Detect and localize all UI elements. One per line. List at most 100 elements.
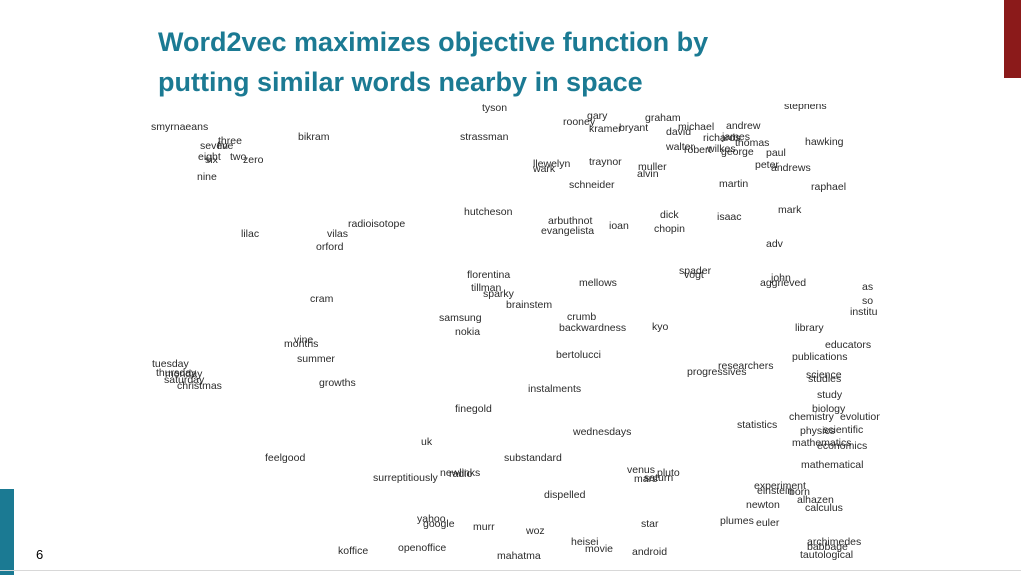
word-label: progressives <box>687 366 747 378</box>
word-label: robert <box>684 144 712 156</box>
word-label: einstein <box>757 485 794 497</box>
word-label: mars <box>634 473 658 485</box>
word-label: studies <box>808 373 842 385</box>
word-label: ioan <box>609 220 629 232</box>
word-label: finegold <box>455 403 492 415</box>
word-label: chopin <box>654 223 685 235</box>
word-embedding-scatter: tyson rooney gary kramer bryant graham m… <box>140 104 880 560</box>
word-label: aggrieved <box>760 277 807 289</box>
word-label: substandard <box>504 452 562 464</box>
word-label: so <box>862 295 874 307</box>
accent-bar-top-right <box>1004 0 1021 78</box>
accent-bar-bottom-left <box>0 489 14 575</box>
word-label: strassman <box>460 131 509 143</box>
word-label: google <box>423 518 455 530</box>
word-label: orford <box>316 241 344 253</box>
word-label: nokia <box>455 326 481 338</box>
word-label: surreptitiously <box>373 472 438 484</box>
word-label: growths <box>319 377 356 389</box>
word-label: muller <box>638 161 667 173</box>
word-label: woz <box>526 525 545 537</box>
word-label: uk <box>421 436 433 448</box>
word-label: euler <box>756 517 780 529</box>
word-label: pluto <box>657 467 680 479</box>
word-label: mathematical <box>801 459 864 471</box>
word-label: radioisotope <box>348 218 406 230</box>
word-label: andrews <box>771 162 811 174</box>
word-label: movie <box>585 543 614 555</box>
word-label: isaac <box>717 211 742 223</box>
word-label: traynor <box>589 156 622 168</box>
word-label: newton <box>746 499 780 511</box>
word-label: vilas <box>327 228 349 240</box>
word-label: plumes <box>720 515 754 527</box>
word-label: backwardness <box>559 322 627 334</box>
word-label: spader <box>679 265 712 277</box>
word-label: three <box>218 135 242 147</box>
word-label: llewelyn <box>533 158 571 170</box>
word-label: adv <box>766 238 783 250</box>
word-label: cram <box>310 293 334 305</box>
word-label: saturday <box>164 374 205 386</box>
word-label: schneider <box>569 179 615 191</box>
word-label: thomas <box>735 137 770 149</box>
word-label: hutcheson <box>464 206 513 218</box>
word-label: tuesday <box>152 358 189 370</box>
word-label: openoffice <box>398 542 447 554</box>
word-label: scientific <box>823 424 864 436</box>
word-label: alhazen <box>797 494 834 506</box>
word-label: publications <box>792 351 848 363</box>
word-label: library <box>795 322 824 334</box>
word-label: zero <box>243 154 264 166</box>
word-label: murr <box>473 521 495 533</box>
word-label: raphael <box>811 181 847 193</box>
word-label: wark <box>533 163 556 175</box>
word-label: vogt <box>684 269 704 281</box>
word-label: stephens <box>784 104 827 112</box>
word-label: martin <box>719 178 749 190</box>
footer-divider <box>0 570 1021 571</box>
word-label: evangelista <box>541 225 595 237</box>
word-label: andrew <box>726 120 761 132</box>
word-label: bikram <box>298 131 330 143</box>
word-label: study <box>817 389 843 401</box>
word-label: michael <box>678 121 715 133</box>
word-label: newlinks <box>440 467 481 479</box>
word-label: arbuthnot <box>548 215 593 227</box>
word-label: heisei <box>571 536 599 548</box>
word-label: peter <box>755 159 779 171</box>
word-label: kramer <box>589 123 622 135</box>
word-label: thursday <box>156 367 197 379</box>
word-label: john <box>771 272 791 284</box>
word-label: two <box>230 151 247 163</box>
word-label: tyson <box>482 104 508 114</box>
word-label: dick <box>660 209 679 221</box>
word-label: george <box>721 146 754 158</box>
word-label: kyo <box>652 321 669 333</box>
word-label: richards <box>703 132 741 144</box>
word-label: yahoo <box>417 513 446 525</box>
word-label: evolution <box>840 411 880 423</box>
word-label: nine <box>197 171 217 183</box>
word-label: christmas <box>177 380 222 392</box>
word-label: mahatma <box>497 550 541 560</box>
word-label: walter <box>666 141 695 153</box>
page-number: 6 <box>36 547 44 562</box>
word-label: star <box>641 518 659 530</box>
slide-title-line-1: Word2vec maximizes objective function by <box>158 27 709 57</box>
slide-title-line-2: putting similar words nearby in space <box>158 67 643 97</box>
word-label: months <box>284 338 319 350</box>
word-label: monday <box>165 368 203 380</box>
word-label: james <box>722 131 751 143</box>
word-label: koffice <box>338 545 369 557</box>
word-label: vine <box>294 334 314 346</box>
word-label: statistics <box>737 419 778 431</box>
word-label: tillman <box>471 282 502 294</box>
word-label: smyrnaeans <box>151 121 209 133</box>
word-label: bryant <box>619 122 649 134</box>
word-label: david <box>666 126 692 138</box>
word-label: florentina <box>467 269 511 281</box>
word-label: android <box>632 546 668 558</box>
word-label: saturn <box>644 472 674 484</box>
word-label: physics <box>800 425 836 437</box>
